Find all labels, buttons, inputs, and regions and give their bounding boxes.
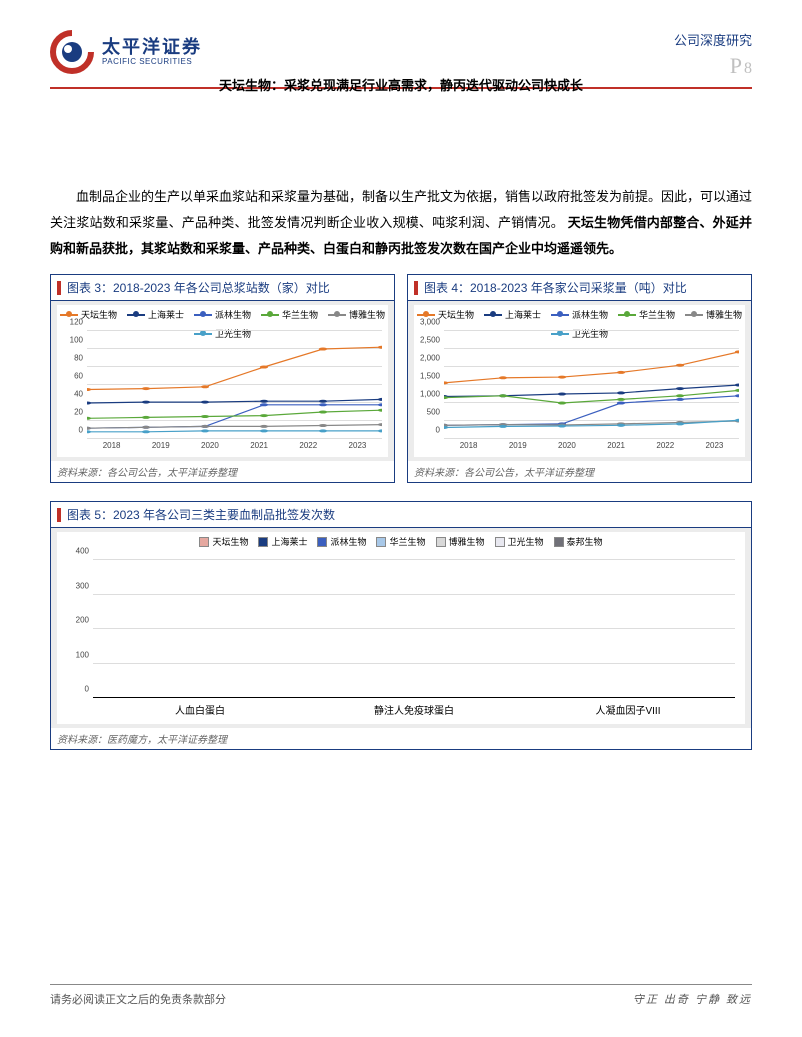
legend-item: 华兰生物: [376, 535, 425, 548]
document-title: 天坛生物：采浆兑现满足行业高需求，静丙迭代驱动公司快成长: [219, 75, 583, 94]
legend-item: 上海莱士: [484, 308, 541, 321]
legend-item: 天坛生物: [60, 308, 117, 321]
legend-item: 上海莱士: [127, 308, 184, 321]
company-logo-icon: [50, 30, 94, 74]
page-number: 8: [744, 60, 752, 78]
chart-5: 图表 5：2023 年各公司三类主要血制品批签发次数 天坛生物上海莱士派林生物华…: [50, 501, 752, 750]
footer-disclaimer: 请务必阅读正文之后的免责条款部分: [50, 991, 226, 1007]
legend-item: 华兰生物: [618, 308, 675, 321]
chart-title-marker: [57, 281, 61, 295]
legend-item: 上海莱士: [258, 535, 307, 548]
chart-4: 图表 4：2018-2023 年各家公司采浆量（吨）对比 天坛生物上海莱士派林生…: [407, 274, 752, 483]
chart-3-plot: 天坛生物上海莱士派林生物华兰生物博雅生物卫光生物0204060801001202…: [57, 305, 388, 457]
logo-text-cn: 太平洋证券: [102, 38, 202, 58]
chart-5-title: 图表 5：2023 年各公司三类主要血制品批签发次数: [67, 506, 335, 523]
chart-title-marker: [414, 281, 418, 295]
legend-item: 博雅生物: [328, 308, 385, 321]
legend-item: 博雅生物: [685, 308, 742, 321]
chart-3-title: 图表 3：2018-2023 年各公司总浆站数（家）对比: [67, 279, 330, 296]
report-type: 公司深度研究: [674, 30, 752, 49]
legend-item: 博雅生物: [436, 535, 485, 548]
footer-motto: 守正 出奇 宁静 致远: [633, 991, 752, 1007]
chart-title-marker: [57, 508, 61, 522]
logo-text-en: PACIFIC SECURITIES: [102, 58, 202, 67]
page-footer: 请务必阅读正文之后的免责条款部分 守正 出奇 宁静 致远: [50, 984, 752, 1007]
chart-4-source: 资料来源：各公司公告，太平洋证券整理: [408, 461, 751, 482]
legend-item: 派林生物: [317, 535, 366, 548]
page-prefix: P: [730, 53, 742, 79]
chart-5-source: 资料来源：医药魔方，太平洋证券整理: [51, 728, 751, 749]
legend-item: 卫光生物: [495, 535, 544, 548]
page-number-block: P 8: [730, 53, 752, 79]
chart-4-plot: 天坛生物上海莱士派林生物华兰生物博雅生物卫光生物05001,0001,5002,…: [414, 305, 745, 457]
legend-item: 派林生物: [194, 308, 251, 321]
legend-item: 天坛生物: [199, 535, 248, 548]
chart-3: 图表 3：2018-2023 年各公司总浆站数（家）对比 天坛生物上海莱士派林生…: [50, 274, 395, 483]
chart-4-title: 图表 4：2018-2023 年各家公司采浆量（吨）对比: [424, 279, 687, 296]
legend-item: 派林生物: [551, 308, 608, 321]
chart-3-source: 资料来源：各公司公告，太平洋证券整理: [51, 461, 394, 482]
chart-5-plot: 天坛生物上海莱士派林生物华兰生物博雅生物卫光生物泰邦生物010020030040…: [57, 532, 745, 724]
body-paragraph: 血制品企业的生产以单采血浆站和采浆量为基础，制备以生产批文为依据，销售以政府批签…: [50, 184, 752, 262]
legend-item: 华兰生物: [261, 308, 318, 321]
charts-row-1: 图表 3：2018-2023 年各公司总浆站数（家）对比 天坛生物上海莱士派林生…: [50, 274, 752, 483]
legend-item: 泰邦生物: [554, 535, 603, 548]
logo-block: 太平洋证券 PACIFIC SECURITIES: [50, 30, 202, 74]
